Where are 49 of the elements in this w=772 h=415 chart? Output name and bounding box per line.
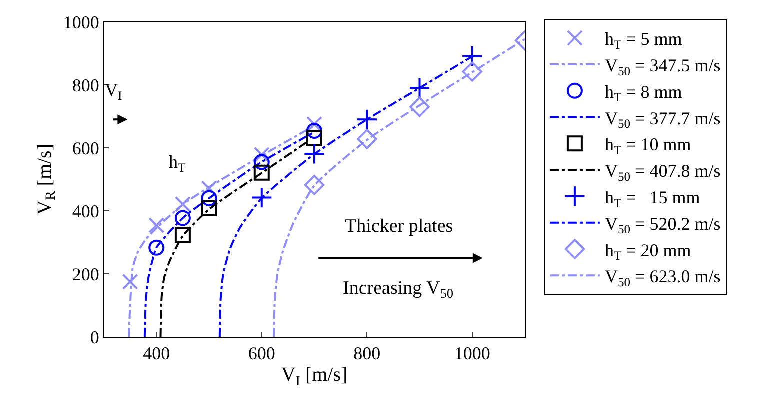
point	[201, 200, 218, 216]
point	[356, 108, 378, 130]
annotation: Thicker plates	[345, 216, 454, 237]
legend-label: V$_{50}$ = 407.8 m/s	[604, 161, 721, 184]
legend-label: h$_{T}$ = 10 mm	[604, 134, 692, 158]
legend-label: h$_{T}$ = 5 mm	[604, 29, 682, 52]
point	[174, 196, 191, 212]
annotation: Increasing V$_{50}$	[343, 278, 454, 301]
point	[357, 129, 378, 150]
legend-label: h$_{T}$ = 15 mm	[604, 187, 700, 210]
point	[306, 130, 322, 146]
point	[148, 217, 165, 234]
legend-label: h$_{T}$ = 20 mm	[604, 240, 692, 264]
y-tick-label: 1000	[63, 12, 100, 32]
point	[148, 240, 165, 256]
point	[251, 186, 273, 209]
point	[174, 210, 191, 226]
point	[254, 146, 270, 163]
point	[201, 180, 218, 197]
x-tick-label: 400	[143, 344, 170, 364]
point	[304, 175, 325, 196]
legend-label: V$_{50}$ = 347.5 m/s	[604, 55, 721, 78]
point	[462, 62, 482, 82]
x-tick-label: 1000	[454, 344, 490, 364]
point	[122, 274, 138, 290]
point	[304, 143, 326, 165]
point	[174, 227, 191, 244]
annotation: V$_{I}$	[105, 80, 122, 103]
point	[462, 46, 484, 68]
x-tick-label: 800	[354, 344, 381, 364]
y-tick-label: 400	[72, 201, 100, 222]
y-tick-label: 600	[72, 138, 100, 158]
point	[254, 164, 270, 181]
point	[254, 154, 270, 170]
point	[306, 122, 322, 139]
legend-label: V$_{50}$ = 377.7 m/s	[604, 108, 721, 132]
y-tick-label: 200	[72, 264, 100, 284]
legend-label: V$_{50}$ = 623.0 m/s	[604, 266, 721, 290]
point	[408, 77, 431, 99]
annotation: h$_{T}$	[169, 152, 186, 175]
point	[201, 190, 218, 206]
point	[306, 116, 322, 132]
x-tick-label: 600	[248, 344, 276, 364]
legend-label: h$_{T}$ = 8 mm	[604, 82, 682, 105]
legend-label: V$_{50}$ = 520.2 m/s	[604, 214, 721, 237]
y-tick-label: 0	[90, 327, 100, 348]
y-tick-label: 800	[72, 75, 100, 96]
x-axis-title: V$_{I}$ [m/s]	[281, 364, 348, 390]
point	[410, 96, 430, 118]
